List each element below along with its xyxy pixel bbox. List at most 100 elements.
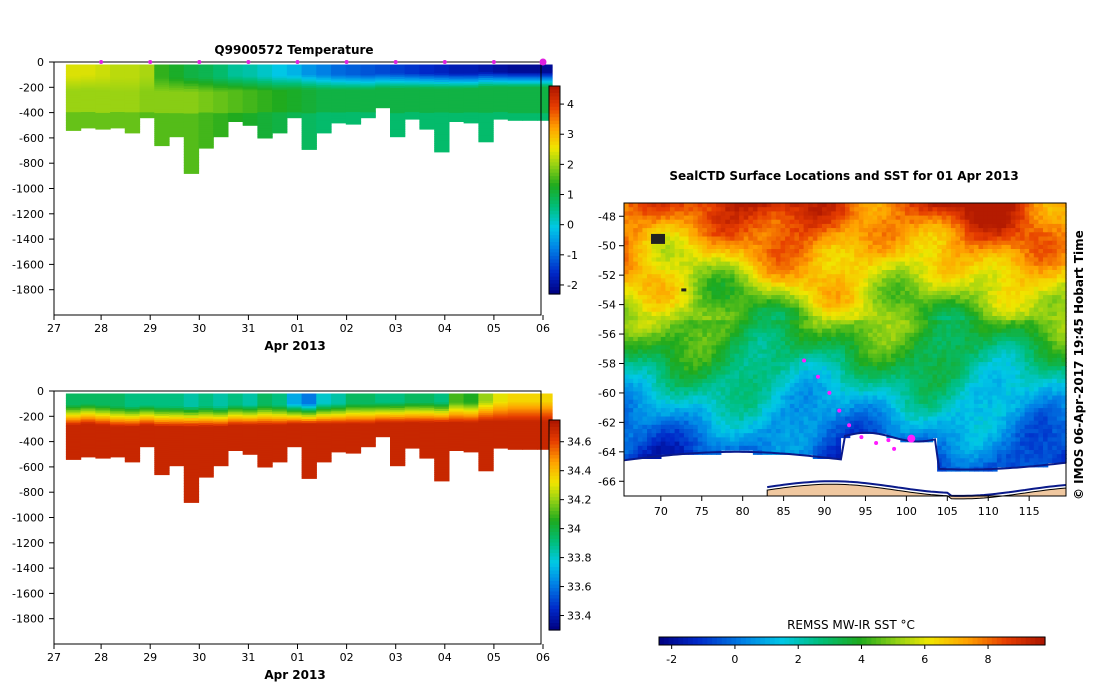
data-cell bbox=[198, 404, 214, 407]
data-cell bbox=[478, 132, 494, 135]
data-cell bbox=[124, 453, 141, 456]
temperature-x-axis: 27 28 29 30 31 01 02 03 04 05 06 bbox=[47, 315, 550, 335]
sst-cell bbox=[624, 274, 630, 280]
data-cell bbox=[110, 115, 126, 118]
colorbar-segment bbox=[549, 179, 560, 184]
sst-cell bbox=[775, 215, 782, 221]
data-cell bbox=[169, 463, 185, 467]
data-cell bbox=[507, 117, 524, 120]
sst-cell bbox=[1061, 253, 1067, 259]
sst-cell bbox=[716, 278, 722, 284]
data-cell bbox=[213, 104, 229, 107]
colorbar-segment bbox=[549, 455, 560, 460]
sst-field bbox=[624, 203, 1067, 472]
colorbar-segment bbox=[549, 217, 560, 222]
data-cell bbox=[537, 406, 553, 409]
sst-cell bbox=[651, 278, 657, 284]
data-cell bbox=[198, 443, 214, 447]
data-cell bbox=[434, 393, 450, 397]
data-cell bbox=[478, 72, 494, 75]
sst-cell bbox=[937, 282, 943, 288]
sst-cell bbox=[863, 282, 869, 288]
data-cell bbox=[213, 456, 229, 459]
sst-cell bbox=[743, 207, 749, 213]
sst-cell bbox=[992, 253, 998, 259]
sst-cell bbox=[683, 207, 690, 213]
data-cell bbox=[272, 102, 288, 105]
data-cell bbox=[139, 396, 155, 399]
data-cell bbox=[65, 416, 82, 419]
sst-cell bbox=[955, 257, 961, 263]
sst-cell bbox=[808, 223, 814, 229]
sst-cell bbox=[808, 240, 814, 246]
data-cell bbox=[419, 104, 435, 108]
data-cell bbox=[95, 446, 111, 449]
data-cell bbox=[448, 433, 465, 436]
sst-cell bbox=[725, 219, 731, 225]
sst-cell bbox=[918, 203, 924, 208]
data-cell bbox=[419, 440, 435, 443]
data-cell bbox=[448, 104, 465, 107]
data-cell bbox=[463, 64, 479, 67]
data-cell bbox=[537, 91, 553, 93]
sst-cell bbox=[1015, 215, 1021, 221]
data-cell bbox=[242, 405, 258, 408]
data-cell bbox=[419, 433, 435, 437]
sst-cell bbox=[739, 240, 745, 246]
sst-cell bbox=[748, 207, 754, 213]
data-cell bbox=[301, 450, 317, 454]
sst-cell bbox=[720, 207, 726, 213]
sst-cell bbox=[697, 215, 703, 221]
data-cell bbox=[316, 114, 332, 117]
sst-cell bbox=[1033, 270, 1040, 275]
sst-cell bbox=[1024, 265, 1030, 271]
sst-cell bbox=[1061, 282, 1067, 288]
sst-cell bbox=[1029, 265, 1035, 271]
data-cell bbox=[507, 418, 524, 421]
data-cell bbox=[478, 137, 494, 141]
data-cell bbox=[272, 131, 288, 134]
sst-cell bbox=[624, 261, 630, 267]
sst-cell bbox=[799, 207, 805, 213]
sst-cell bbox=[992, 236, 998, 242]
data-cell bbox=[316, 88, 332, 91]
sst-cell bbox=[683, 228, 690, 233]
sst-cell bbox=[720, 236, 726, 242]
sst-cell bbox=[808, 244, 814, 250]
data-cell bbox=[198, 97, 214, 101]
data-cell bbox=[478, 393, 494, 396]
data-cell bbox=[448, 118, 465, 121]
sst-cell bbox=[817, 278, 823, 284]
data-cell bbox=[316, 102, 332, 105]
data-cell bbox=[80, 433, 96, 436]
sst-cell bbox=[822, 211, 828, 217]
colorbar-segment bbox=[549, 549, 560, 554]
data-cell bbox=[537, 85, 553, 88]
sst-cell bbox=[1006, 244, 1012, 250]
data-cell bbox=[169, 438, 185, 441]
x-tick-label: 31 bbox=[241, 322, 255, 335]
data-cell bbox=[507, 104, 524, 107]
sst-cell bbox=[992, 219, 998, 225]
sst-cell bbox=[840, 270, 846, 275]
colorbar-segment bbox=[549, 158, 560, 163]
data-cell bbox=[434, 450, 450, 454]
colorbar-segment bbox=[549, 497, 560, 502]
data-cell bbox=[360, 107, 376, 109]
data-cell bbox=[124, 431, 141, 434]
data-cell bbox=[95, 77, 111, 80]
data-cell bbox=[154, 464, 170, 467]
sst-cell bbox=[845, 274, 851, 280]
data-cell bbox=[316, 393, 332, 396]
data-cell bbox=[95, 100, 111, 103]
data-cell bbox=[95, 425, 111, 428]
data-cell bbox=[95, 66, 111, 69]
sst-cell bbox=[711, 265, 717, 271]
sst-cell bbox=[909, 219, 915, 225]
data-cell bbox=[448, 85, 465, 88]
data-cell bbox=[95, 411, 111, 414]
data-cell bbox=[227, 436, 244, 439]
data-cell bbox=[390, 82, 406, 85]
sst-cell bbox=[670, 249, 676, 254]
data-cell bbox=[448, 447, 465, 450]
